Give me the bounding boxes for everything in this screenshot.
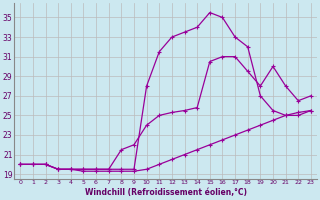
X-axis label: Windchill (Refroidissement éolien,°C): Windchill (Refroidissement éolien,°C) [84,188,247,197]
